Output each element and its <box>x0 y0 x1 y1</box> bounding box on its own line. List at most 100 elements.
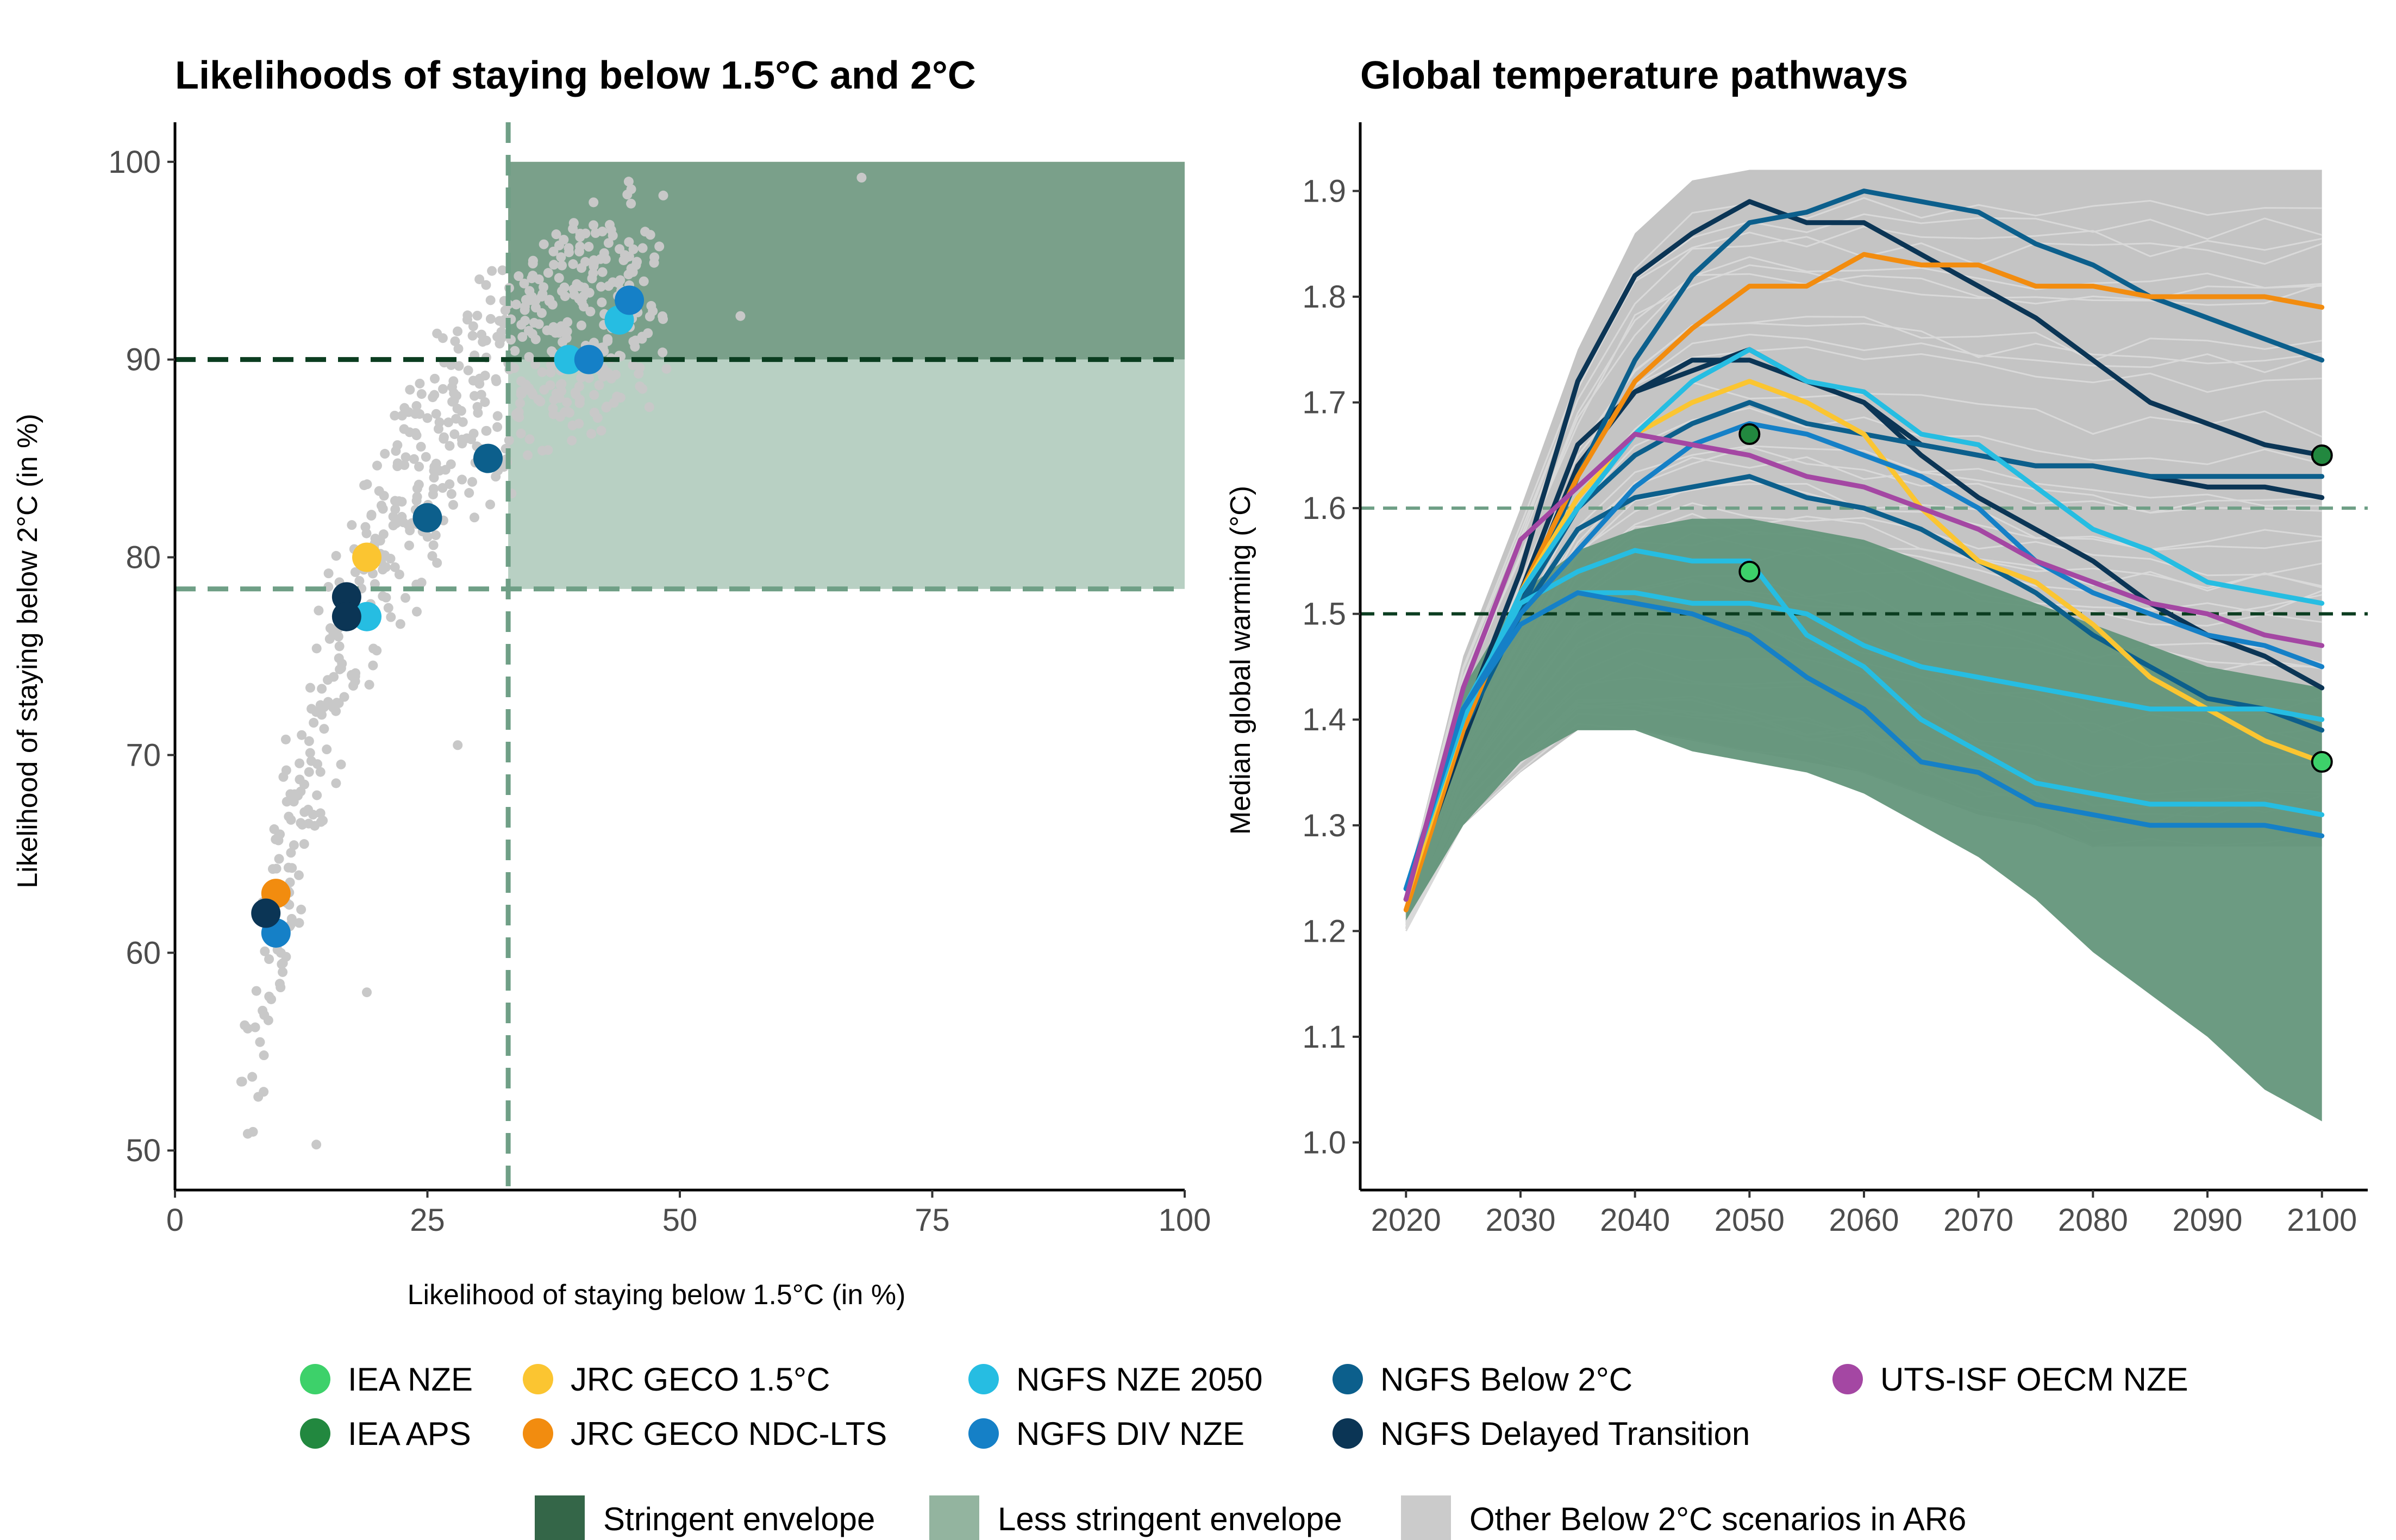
ar6-scenario-point <box>491 472 501 482</box>
ar6-scenario-point <box>304 818 314 829</box>
ar6-scenario-point <box>628 244 639 254</box>
legend-label: NGFS Below 2°C <box>1380 1361 1632 1398</box>
ar6-scenario-point <box>624 252 634 262</box>
x-tick-label: 2090 <box>2173 1203 2243 1238</box>
ar6-scenario-point <box>454 361 464 371</box>
ar6-scenario-point <box>314 605 324 616</box>
ar6-scenario-point <box>259 1050 269 1061</box>
ar6-scenario-point <box>539 239 549 249</box>
ar6-scenario-point <box>515 398 526 408</box>
ar6-scenario-point <box>596 281 606 292</box>
ar6-scenario-point <box>530 303 541 313</box>
ar6-scenario-point <box>290 789 300 799</box>
stringent-envelope-band <box>1406 518 2322 1122</box>
ar6-scenario-point <box>539 385 549 395</box>
ar6-scenario-point <box>534 274 544 285</box>
scenario-line <box>1403 431 2325 902</box>
ar6-scenario-point <box>529 318 539 328</box>
ar6-scenario-point <box>337 659 347 669</box>
legend-key-dot <box>300 1418 330 1449</box>
ar6-scenario-point <box>251 986 261 996</box>
ar6-scenario-point <box>304 736 314 746</box>
ar6-scenario-point <box>516 376 527 386</box>
ar6-scenario-point <box>474 274 485 284</box>
ar6-scenario-point <box>586 429 597 439</box>
ar6-scenario-point <box>548 246 559 256</box>
ar6-scenario-point <box>567 435 577 446</box>
ar6-scenario-point <box>596 425 606 436</box>
ar6-scenario-point <box>309 718 319 728</box>
ar6-scenario-point <box>644 402 654 412</box>
ar6-scenario-point <box>315 767 326 777</box>
ar6-scenario-point <box>260 946 270 956</box>
ar6-scenario-point <box>422 413 433 423</box>
ar6-scenario-point <box>504 435 514 446</box>
ar6-scenario-point <box>299 779 310 790</box>
ar6-scenario-point <box>562 397 572 408</box>
ar6-scenario-point <box>315 808 326 818</box>
ar6-scenario-point <box>350 676 360 686</box>
scenario-point <box>251 898 281 928</box>
ar6-scenario-point <box>587 273 597 284</box>
left-panel: Likelihoods of staying below 1.5°C and 2… <box>12 54 1211 1311</box>
ar6-scenario-point <box>430 373 440 384</box>
y-tick-label: 1.8 <box>1302 279 1346 315</box>
scenario-line <box>1403 474 2325 902</box>
y-tick-label: 1.9 <box>1302 173 1346 209</box>
ar6-scenario-point <box>606 225 616 235</box>
ar6-scenario-point <box>564 247 574 258</box>
ar6-scenario-point <box>370 579 380 589</box>
ar6-scenario-point <box>379 491 389 501</box>
iea-marker <box>2311 751 2333 773</box>
ar6-scenario-point <box>521 295 531 305</box>
ar6-scenario-point <box>289 797 299 807</box>
ar6-scenario-point <box>576 373 586 383</box>
ar6-scenario-point <box>574 418 584 429</box>
ar6-scenario-point <box>543 268 553 278</box>
ar6-scenario-point <box>401 452 411 462</box>
ar6-scenario-point <box>439 432 449 442</box>
scenario-point <box>574 345 604 374</box>
ar6-scenario-point <box>634 368 644 379</box>
legend-label: Less stringent envelope <box>998 1501 1342 1537</box>
ar6-scenario-point <box>480 397 490 407</box>
ar6-scenario-point <box>414 479 424 490</box>
ar6-scenario-point <box>394 569 404 580</box>
ar6-scenario-point <box>281 797 292 807</box>
legend-key-dot <box>523 1364 553 1394</box>
ar6-scenario-point <box>331 550 341 561</box>
ar6-scenario-point <box>311 1140 322 1150</box>
ar6-scenario-point <box>537 367 547 377</box>
ar6-scenario-point <box>453 343 464 354</box>
ar6-scenario-point <box>304 767 314 777</box>
left-highlight-points <box>251 285 645 948</box>
iea-marker <box>1738 423 1761 445</box>
ar6-scenario-point <box>392 461 403 472</box>
ar6-scenario-point <box>559 282 570 292</box>
legend-key-dot <box>300 1364 330 1394</box>
ar6-scenario-point <box>380 449 390 459</box>
y-tick-label: 1.3 <box>1302 808 1346 843</box>
legend-key-dot <box>968 1364 999 1394</box>
scenario-point <box>331 602 361 631</box>
x-tick-label: 0 <box>166 1203 184 1238</box>
ar6-scenario-point <box>611 370 621 380</box>
left-x-axis-label: Likelihood of staying below 1.5°C (in %) <box>408 1279 906 1311</box>
scenario-point <box>554 345 584 374</box>
ar6-scenario-point <box>658 190 668 201</box>
legend-key-swatch <box>535 1495 585 1540</box>
ar6-scenario-point <box>554 273 564 283</box>
ar6-scenario-point <box>603 238 614 248</box>
ar6-scenario-point <box>390 410 400 421</box>
ar6-scenario-point <box>585 306 596 317</box>
ar6-scenario-point <box>546 325 556 336</box>
ar6-scenario-point <box>412 492 422 502</box>
ar6-scenario-point <box>597 297 607 308</box>
x-tick-label: 100 <box>1159 1203 1211 1238</box>
ar6-scenario-point <box>623 270 634 280</box>
y-tick-label: 60 <box>126 935 161 971</box>
ar6-scenario-point <box>470 512 480 523</box>
legend-label: NGFS DIV NZE <box>1016 1416 1244 1452</box>
scenario-line <box>1403 189 2325 902</box>
ar6-scenario-point <box>452 403 462 414</box>
